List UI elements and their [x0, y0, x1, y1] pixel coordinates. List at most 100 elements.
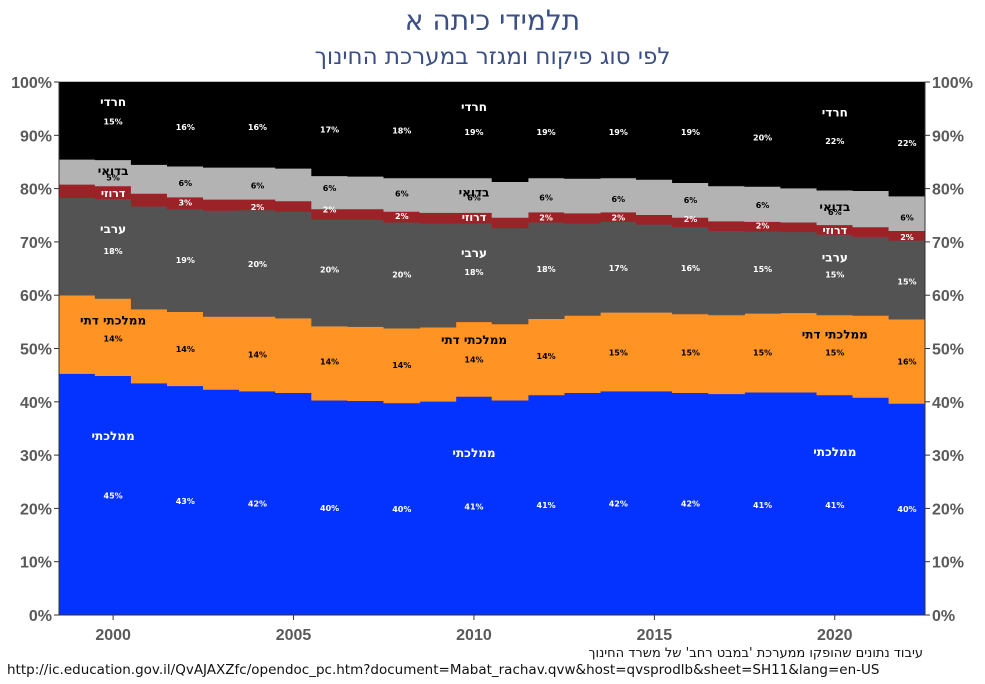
data-label: 16% [248, 123, 267, 132]
data-label: 40% [320, 504, 339, 513]
y-tick-label-right: 30% [932, 448, 964, 465]
y-tick-label-left: 0% [29, 608, 52, 625]
data-label: בדואי [459, 185, 490, 199]
data-label: 2% [612, 213, 626, 222]
data-label: 6% [684, 196, 698, 205]
data-label: 20% [248, 260, 267, 269]
data-label: 2% [756, 221, 770, 230]
data-label: 14% [104, 334, 123, 343]
data-label: ממלכתי [452, 446, 495, 460]
data-label: 40% [392, 505, 411, 514]
data-label: 41% [537, 501, 556, 510]
data-label: 20% [392, 270, 411, 279]
data-label: 14% [392, 361, 411, 370]
data-label: 18% [464, 268, 483, 277]
data-label: בדואי [98, 164, 129, 178]
data-label: 42% [609, 500, 628, 509]
data-label: 17% [609, 264, 628, 273]
data-label: דרוזי [101, 187, 126, 200]
y-tick-label-right: 50% [932, 342, 964, 359]
data-label: 18% [392, 127, 411, 136]
data-label: 2% [900, 233, 914, 242]
data-label: 16% [681, 264, 700, 273]
data-label: ערבי [100, 222, 126, 236]
y-tick-label-right: 90% [932, 128, 964, 145]
data-label: 6% [179, 179, 193, 188]
chart-subtitle: לפי סוג פיקוח ומגזר במערכת החינוך [314, 44, 671, 70]
y-tick-label-left: 30% [20, 448, 52, 465]
data-label: 6% [612, 195, 626, 204]
x-tick-label: 2015 [637, 627, 673, 644]
data-label: חרדי [822, 105, 848, 119]
data-label: 19% [609, 128, 628, 137]
chart-title: תלמידי כיתה א [404, 4, 581, 37]
data-label: 14% [176, 345, 195, 354]
y-tick-label-left: 40% [20, 395, 52, 412]
x-tick-label: 2010 [456, 627, 492, 644]
data-label: 18% [537, 265, 556, 274]
data-label: 16% [176, 123, 195, 132]
data-label: 14% [537, 352, 556, 361]
data-labels: חרדי 15% 16% 16% 17% 18% חרדי 19% 19% 19% 19% 20% חר… [80, 95, 917, 514]
data-label: 22% [897, 139, 916, 148]
data-label: חרדי [100, 95, 126, 109]
data-label: 2% [684, 215, 698, 224]
data-label: 6% [539, 194, 553, 203]
source-url[interactable]: http://ic.education.gov.il/QvAJAXZfc/ope… [7, 662, 880, 678]
y-tick-label-right: 20% [932, 501, 964, 518]
data-label: 15% [825, 348, 844, 357]
data-label: 2% [251, 203, 265, 212]
data-label: 41% [464, 502, 483, 511]
data-label: 6% [395, 189, 409, 198]
data-label: 19% [176, 256, 195, 265]
data-label: ממלכתי דתי [802, 328, 868, 342]
y-tick-label-left: 70% [20, 235, 52, 252]
data-label: 15% [609, 348, 628, 357]
data-label: 15% [897, 277, 916, 286]
data-label: 5% [106, 173, 120, 182]
y-tick-label-left: 20% [20, 501, 52, 518]
y-tick-label-left: 100% [11, 75, 52, 92]
data-label: בדואי [819, 200, 850, 214]
data-label: 6% [251, 181, 265, 190]
data-label: 42% [681, 500, 700, 509]
data-label: 19% [681, 128, 700, 137]
data-label: 42% [248, 500, 267, 509]
data-label: 6% [900, 213, 914, 222]
data-label: 40% [897, 505, 916, 514]
data-label: 3% [179, 199, 193, 208]
y-tick-label-left: 90% [20, 128, 52, 145]
data-label: 45% [104, 492, 123, 501]
data-label: ממלכתי [92, 429, 135, 443]
y-tick-label-right: 60% [932, 288, 964, 305]
data-label: 20% [320, 266, 339, 275]
data-label: 20% [753, 134, 772, 143]
data-label: 2% [395, 212, 409, 221]
y-tick-label-right: 10% [932, 555, 964, 572]
data-label: 41% [753, 501, 772, 510]
x-tick-label: 2000 [95, 627, 131, 644]
data-label: 19% [464, 128, 483, 137]
axes: 0% 0% 10% 10% 20% 20% 30% 30% 40% 40% 50% 50% 60% 60%… [11, 75, 973, 644]
data-label: ממלכתי דתי [441, 333, 507, 347]
x-tick-label: 2005 [276, 627, 312, 644]
y-tick-label-right: 100% [932, 75, 973, 92]
data-label: 14% [464, 356, 483, 365]
data-label: 22% [825, 137, 844, 146]
data-label: 41% [825, 501, 844, 510]
data-label: ממלכתי דתי [80, 313, 146, 327]
data-label: 6% [323, 184, 337, 193]
y-tick-label-right: 70% [932, 235, 964, 252]
data-label: ממלכתי [813, 445, 856, 459]
y-tick-label-left: 60% [20, 288, 52, 305]
data-label: ערבי [461, 246, 487, 260]
data-label: 15% [753, 348, 772, 357]
data-label: 19% [537, 128, 556, 137]
data-label: 15% [681, 348, 700, 357]
data-label: 17% [320, 126, 339, 135]
x-tick-label: 2020 [817, 627, 853, 644]
data-label: 18% [104, 247, 123, 256]
data-label: 6% [828, 208, 842, 217]
